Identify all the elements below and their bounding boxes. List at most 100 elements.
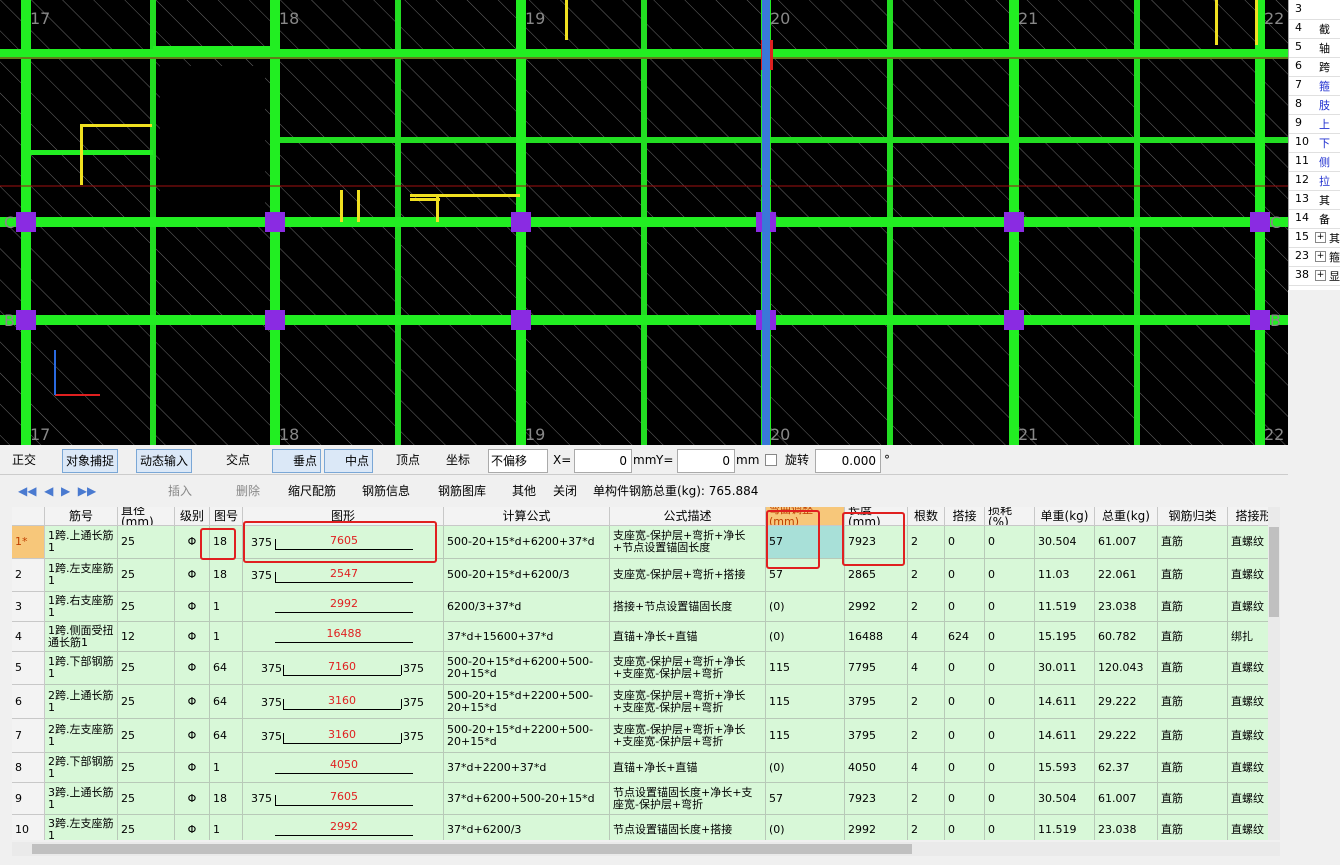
row-label: 其 — [1319, 194, 1330, 207]
shape-hook — [275, 572, 276, 582]
row-label: 截 — [1319, 23, 1330, 36]
row-header: 10 — [12, 815, 45, 840]
highlight — [200, 528, 236, 560]
h-scrollbar[interactable] — [12, 842, 1280, 856]
y-input[interactable]: 0 — [677, 449, 735, 473]
rebar-shape: 375 7605 — [243, 526, 444, 559]
row-label: 显 — [1329, 270, 1340, 283]
v-scrollbar[interactable] — [1268, 507, 1280, 840]
shape-left: 375 — [251, 536, 272, 549]
table-cell: 0 — [945, 753, 985, 783]
table-cell: (0) — [766, 622, 845, 652]
shape-length: 7160 — [328, 660, 356, 673]
beam — [153, 46, 275, 54]
table-cell: 11.519 — [1035, 592, 1095, 622]
table-cell: 2992 — [845, 815, 908, 840]
row-number: 6 — [1295, 59, 1302, 72]
row-number: 14 — [1295, 211, 1309, 224]
table-cell: 25 — [118, 592, 175, 622]
row-number: 11 — [1295, 154, 1309, 167]
insert[interactable]: 插入 — [168, 484, 193, 498]
row-header: 3 — [12, 592, 45, 622]
row-line — [1289, 266, 1340, 267]
row-label: 跨 — [1319, 61, 1330, 74]
row-line — [1289, 57, 1340, 58]
shape-line — [275, 549, 413, 550]
table-cell: Φ — [175, 559, 210, 592]
beam — [0, 49, 1288, 59]
table-cell: 2 — [908, 526, 945, 559]
table-cell: 2992 — [845, 592, 908, 622]
axis-label: 19 — [525, 9, 545, 28]
table-cell: 500-20+15*d+6200/3 — [444, 559, 610, 592]
table-cell: Φ — [175, 526, 210, 559]
table-cell: 37*d+15600+37*d — [444, 622, 610, 652]
ortho[interactable]: 正交 — [12, 453, 37, 467]
table-cell: 直锚+净长+直锚 — [610, 753, 766, 783]
rebar-line — [357, 190, 360, 222]
intersection[interactable]: 交点 — [226, 453, 251, 467]
row-number: 5 — [1295, 40, 1302, 53]
coordinate[interactable]: 坐标 — [446, 453, 471, 467]
table-cell: 1 — [210, 622, 243, 652]
axis-label: 20 — [770, 425, 790, 444]
rotate-input[interactable]: 0.000 — [815, 449, 881, 473]
table-cell: 0 — [985, 685, 1035, 719]
row-header: 5 — [12, 652, 45, 685]
shape-left: 375 — [261, 696, 282, 709]
cad-canvas[interactable]: 17 18 19 20 21 22 17 18 19 20 21 22 C C B B — [0, 0, 1288, 445]
table-cell: 直筋 — [1158, 753, 1228, 783]
table-cell: Φ — [175, 652, 210, 685]
scale-rebar[interactable]: 缩尺配筋 — [288, 484, 337, 498]
table-cell: 4 — [908, 622, 945, 652]
table-cell: 57 — [766, 783, 845, 815]
axis-label: 18 — [279, 9, 299, 28]
row-label: 下 — [1319, 137, 1330, 150]
midpoint[interactable]: 中点 — [324, 449, 374, 473]
shape-right: 375 — [403, 662, 424, 675]
rebar-info[interactable]: 钢筋信息 — [362, 484, 411, 498]
table-cell: 1跨.侧面受扭通长筋1 — [45, 622, 118, 652]
column — [1004, 310, 1024, 330]
dynamic-input[interactable]: 动态输入 — [136, 449, 193, 473]
delete[interactable]: 删除 — [236, 484, 261, 498]
table-cell: 37*d+6200+500-20+15*d — [444, 783, 610, 815]
perpendicular[interactable]: 垂点 — [272, 449, 322, 473]
table-cell: Φ — [175, 592, 210, 622]
column — [1250, 310, 1270, 330]
row-header: 9 — [12, 783, 45, 815]
shape-left: 375 — [261, 730, 282, 743]
row-label: 备 — [1319, 213, 1330, 226]
table-cell: 支座宽-保护层+弯折+净长+节点设置锚固长度 — [610, 526, 766, 559]
table-cell: 0 — [985, 815, 1035, 840]
table-cell: 1 — [210, 753, 243, 783]
table-cell: 30.504 — [1035, 783, 1095, 815]
rotate-checkbox[interactable] — [765, 454, 777, 466]
table-cell: 61.007 — [1095, 526, 1158, 559]
x-unit: mm — [633, 453, 657, 467]
rebar-line — [1255, 0, 1258, 45]
table-cell: Φ — [175, 815, 210, 840]
row-label: 侧 — [1319, 156, 1330, 169]
x-input[interactable]: 0 — [574, 449, 632, 473]
row-line — [1289, 19, 1340, 20]
other[interactable]: 其他 — [512, 484, 537, 498]
vertex[interactable]: 顶点 — [396, 453, 421, 467]
shape-length: 16488 — [326, 627, 362, 640]
table-cell: 3跨.上通长筋1 — [45, 783, 118, 815]
table-cell: 节点设置锚固长度+搭接 — [610, 815, 766, 840]
table-cell: 25 — [118, 685, 175, 719]
offset-select[interactable]: 不偏移 — [488, 449, 548, 473]
rebar-library[interactable]: 钢筋图库 — [438, 484, 487, 498]
close[interactable]: 关闭 — [553, 484, 578, 498]
row-line — [1289, 171, 1340, 172]
table-cell: 0 — [945, 685, 985, 719]
table-cell: 120.043 — [1095, 652, 1158, 685]
rebar-shape: 375 375 3160 — [243, 719, 444, 753]
table-cell: 6200/3+37*d — [444, 592, 610, 622]
table-cell: Φ — [175, 685, 210, 719]
column-header: 筋号 — [45, 507, 118, 526]
row-label: C — [4, 213, 15, 232]
table-cell: 15.195 — [1035, 622, 1095, 652]
snap[interactable]: 对象捕捉 — [62, 449, 119, 473]
